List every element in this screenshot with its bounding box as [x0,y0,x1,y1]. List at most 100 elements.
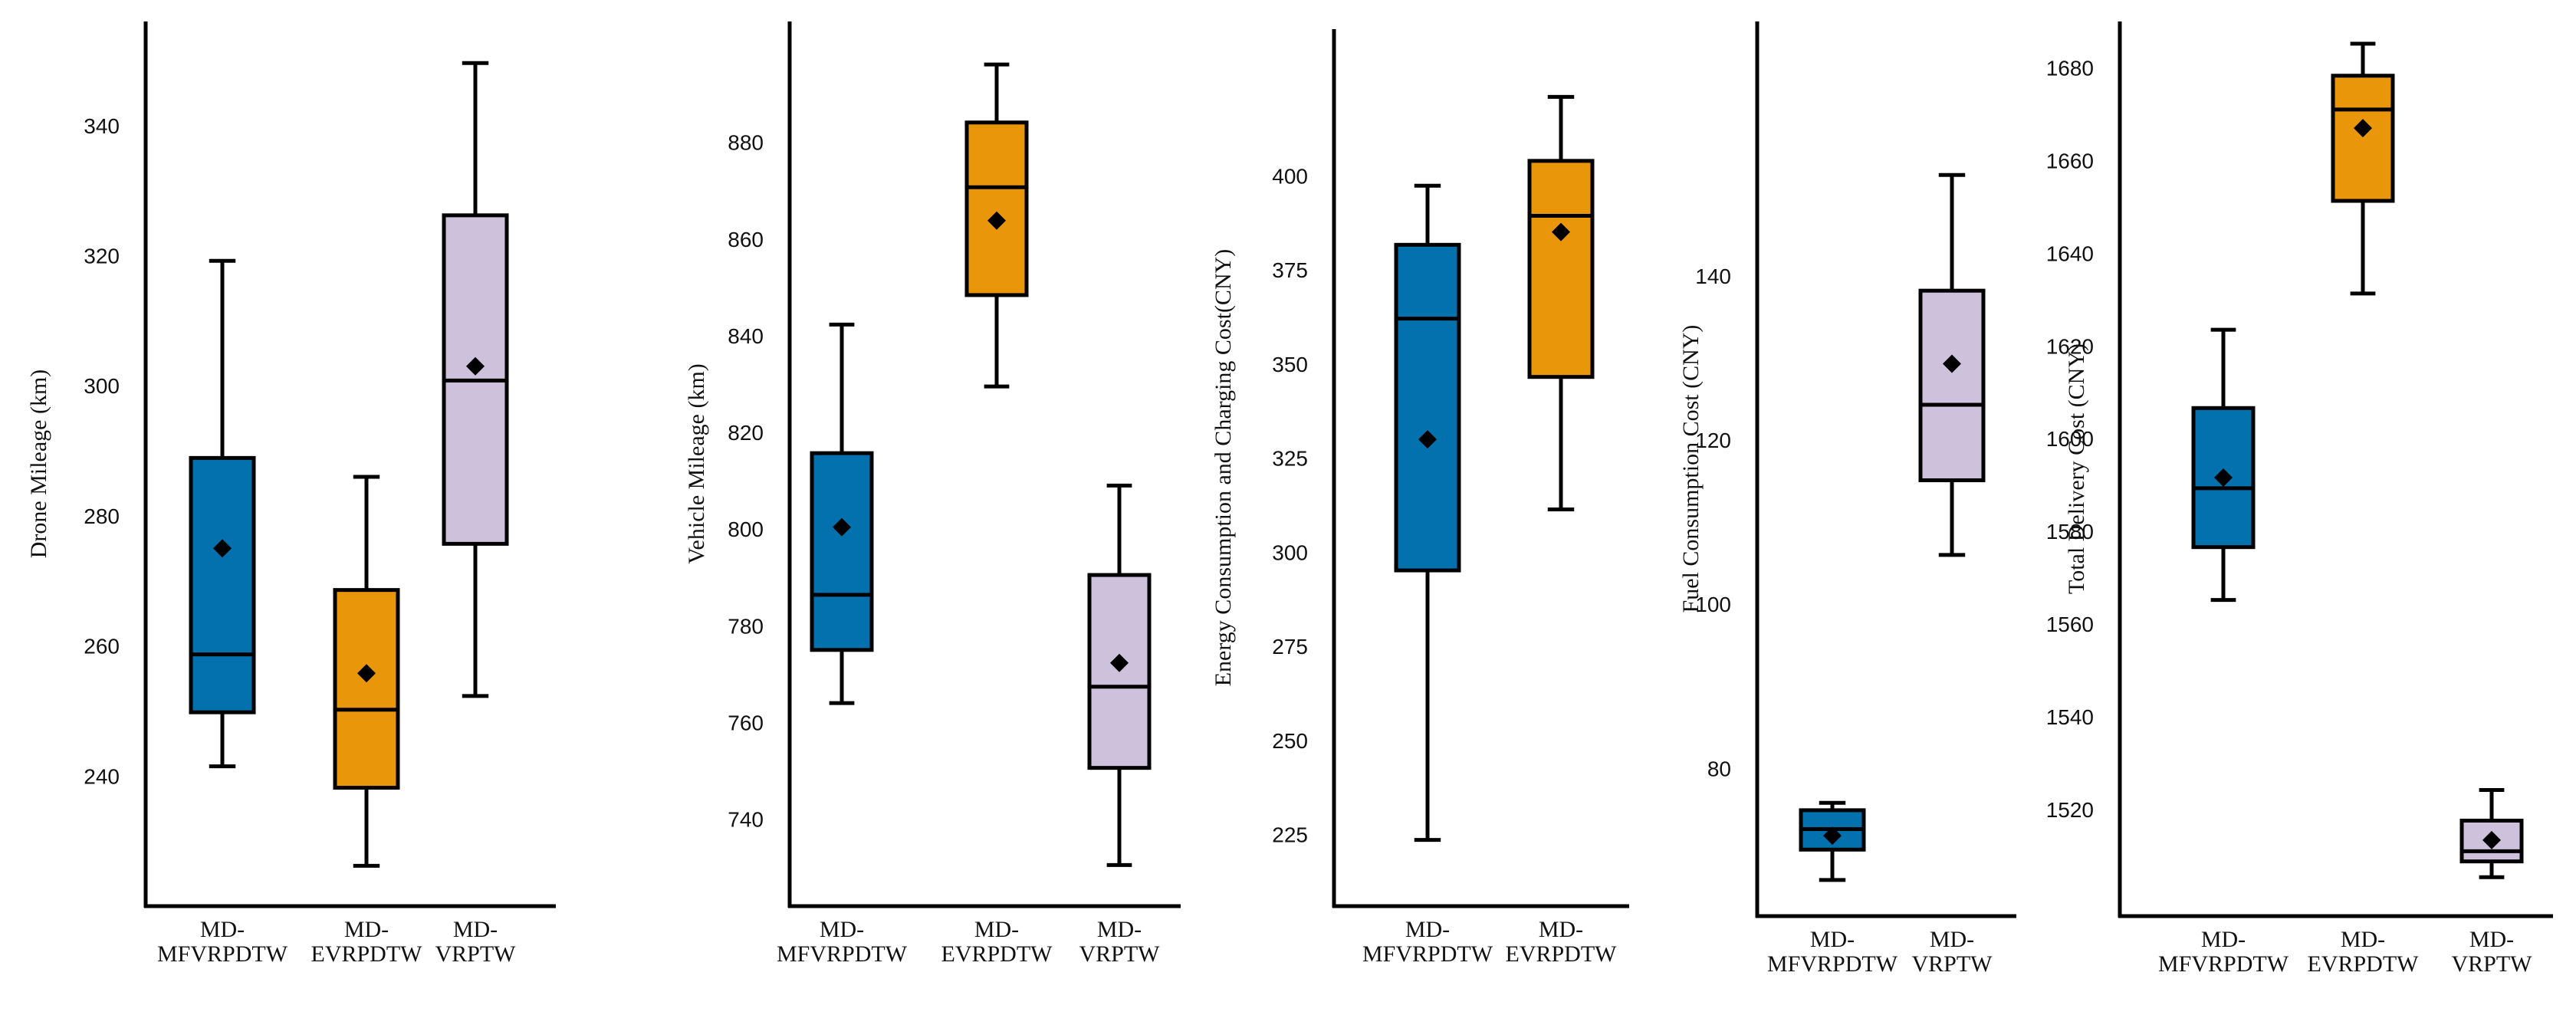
interquartile-box [2331,74,2395,203]
y-tick-label: 860 [728,228,764,251]
y-axis-label: Total Delivery Cost (CNY) [2064,343,2089,594]
y-tick-label: 1680 [2046,56,2094,80]
category-label-line: VRPTW [1912,951,1993,977]
panel-4: 80 100 120 140 Fuel Consumption Cost (CNY) MD… [1678,21,2016,977]
category-label-line: MD- [1930,927,1974,952]
category-label-line: MD- [344,917,389,942]
interquartile-box [964,120,1029,297]
y-tick-label: 260 [84,635,120,659]
category-label: MD-MFVRPDTW [777,917,908,967]
y-tick-label: 340 [84,114,120,138]
y-tick-label: 740 [728,807,764,831]
y-tick-label: 1620 [2046,334,2094,358]
category-label-line: MFVRPDTW [1767,951,1898,977]
y-tick-label: 120 [1695,429,1731,452]
category-label: MD-MFVRPDTW [2158,927,2289,977]
y-tick-label: 280 [84,504,120,528]
category-label-line: MFVRPDTW [777,941,908,967]
category-label-line: MD- [1405,917,1450,942]
y-axis-label: Fuel Consumption Cost (CNY) [1678,325,1704,613]
y-tick-label: 300 [84,374,120,398]
y-tick-label: 240 [84,764,120,788]
mean-marker [1110,653,1129,672]
y-tick-label: 1660 [2046,149,2094,172]
mean-marker [2354,119,2372,138]
category-label-line: VRPTW [435,941,517,967]
mean-marker [1823,826,1842,846]
y-axis-label: Energy Consumption and Charging Cost(CNY… [1211,249,1236,687]
category-label: MD-EVRPDTW [311,917,423,967]
category-label: MD-VRPTW [435,917,517,967]
category-label-line: EVRPDTW [2308,951,2420,977]
box-md-evrpdtw [964,62,1029,389]
y-tick-label: 350 [1272,353,1308,376]
y-axis-label: Vehicle Mileage (km) [684,363,709,564]
mean-marker [833,517,851,537]
category-label-line: MD- [974,917,1019,942]
mean-marker [213,539,232,558]
y-tick-label: 840 [728,324,764,348]
interquartile-box [810,451,874,652]
category-label-line: EVRPDTW [1506,941,1618,967]
box-md-mfvrpdtw [2191,327,2256,603]
box-md-evrpdtw [333,475,400,868]
category-label: MD-MFVRPDTW [157,917,288,967]
category-label: MD-EVRPDTW [2308,927,2420,977]
mean-marker [466,356,485,376]
y-tick-label: 375 [1272,258,1308,282]
category-label-line: MD- [2201,927,2246,952]
category-label-line: MD- [820,917,864,942]
y-tick-label: 140 [1695,264,1731,288]
y-axis-label: Drone Mileage (km) [26,370,51,559]
mean-marker [1552,222,1570,241]
y-tick-label: 300 [1272,540,1308,564]
category-label: MD-MFVRPDTW [1362,917,1493,967]
category-label-line: MD- [2341,927,2385,952]
y-tick-label: 760 [728,711,764,734]
category-label: MD-VRPTW [1079,917,1161,967]
box-md-vrptw [2459,788,2524,879]
y-tick-label: 820 [728,421,764,445]
category-label-line: EVRPDTW [941,941,1053,967]
box-md-mfvrpdtw [810,322,874,705]
category-label-line: MFVRPDTW [2158,951,2289,977]
y-tick-label: 275 [1272,635,1308,659]
box-md-evrpdtw [2331,41,2395,296]
box-md-mfvrpdtw [189,258,256,769]
category-label-line: MD- [200,917,245,942]
mean-marker [1943,354,1961,373]
category-label-line: VRPTW [1079,941,1161,967]
y-tick-label: 1600 [2046,427,2094,451]
y-tick-label: 1640 [2046,241,2094,265]
y-tick-label: 100 [1695,593,1731,616]
y-tick-label: 225 [1272,823,1308,847]
y-tick-label: 250 [1272,729,1308,753]
y-tick-label: 780 [728,614,764,638]
mean-marker [987,211,1006,230]
interquartile-box [1918,288,1986,482]
y-tick-label: 80 [1707,757,1731,780]
category-label-line: MD- [1539,917,1583,942]
y-tick-label: 1580 [2046,520,2094,544]
y-tick-label: 1560 [2046,613,2094,636]
y-tick-label: 325 [1272,447,1308,471]
y-tick-label: 320 [84,244,120,268]
category-label-line: VRPTW [2452,951,2533,977]
category-label-line: MD- [453,917,498,942]
mean-marker [1418,430,1437,449]
box-md-mfvrpdtw [1799,800,1866,882]
category-label-line: MFVRPDTW [157,941,288,967]
interquartile-box [1527,159,1595,379]
y-tick-label: 400 [1272,164,1308,188]
category-label: MD-VRPTW [2452,927,2533,977]
category-label: MD-EVRPDTW [941,917,1053,967]
category-label-line: EVRPDTW [311,941,423,967]
interquartile-box [1394,242,1461,573]
interquartile-box [189,455,256,714]
category-label: MD-EVRPDTW [1506,917,1618,967]
mean-marker [2482,830,2501,849]
box-md-mfvrpdtw [1394,183,1461,843]
y-tick-label: 880 [728,131,764,155]
